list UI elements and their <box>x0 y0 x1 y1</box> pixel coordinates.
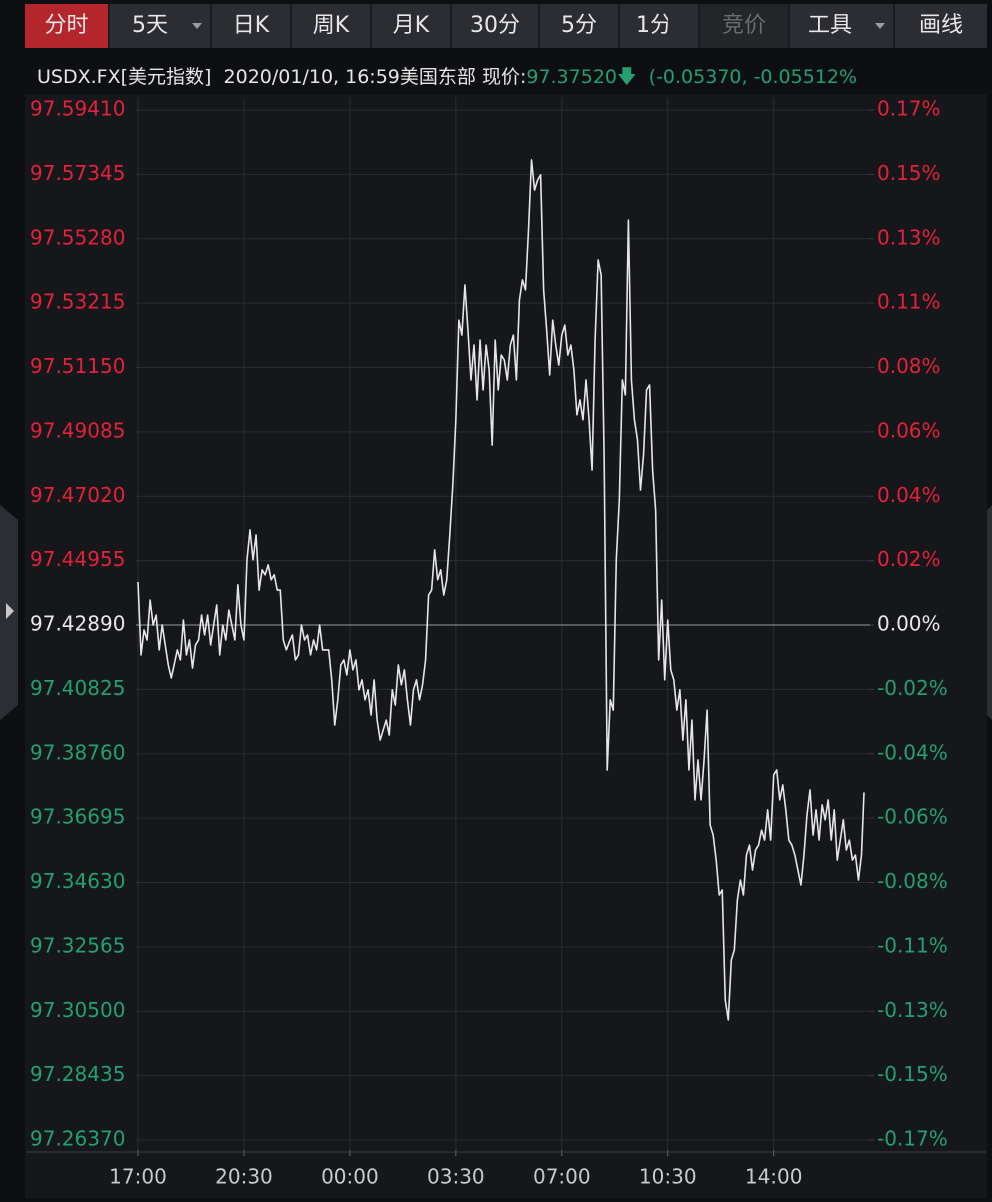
tab[interactable]: 1分 <box>620 4 700 48</box>
y2-tick-label: -0.04% <box>877 740 948 764</box>
y2-tick-label: 0.04% <box>877 483 941 507</box>
x-tick-label: 07:00 <box>533 1165 591 1189</box>
chart-panel <box>25 94 987 1198</box>
y2-tick-label: -0.02% <box>877 676 948 700</box>
tab-label: 1分 <box>636 13 668 38</box>
tab: 竞价 <box>700 4 790 48</box>
y-tick-label: 97.28435 <box>30 1062 125 1086</box>
y-tick-label: 97.36695 <box>30 805 125 829</box>
tab[interactable]: 30分 <box>452 4 540 48</box>
toolbar: 分时 5天 日K 周K 月K 30分 5分 1分 竞价 工具 画线 <box>25 4 987 48</box>
datetime: 2020/01/10, 16:59美国东部 <box>223 66 476 88</box>
y2-tick-label: -0.06% <box>877 805 948 829</box>
y-tick-label: 97.30500 <box>30 998 125 1022</box>
y-tick-label: 97.53215 <box>30 290 125 314</box>
price-label: 现价: <box>481 66 527 88</box>
change: (-0.05370, -0.05512% <box>648 66 858 88</box>
y-tick-label: 97.32565 <box>30 933 125 957</box>
y-tick-label: 97.38760 <box>30 740 125 764</box>
y-tick-label: 97.57345 <box>30 161 125 185</box>
y2-tick-label: -0.17% <box>877 1127 948 1151</box>
tab[interactable]: 月K <box>372 4 452 48</box>
y2-tick-label: -0.13% <box>877 998 948 1022</box>
y2-tick-label: -0.15% <box>877 1062 948 1086</box>
x-tick-label: 03:30 <box>427 1165 485 1189</box>
y-tick-label: 97.42890 <box>30 612 125 636</box>
y2-tick-label: 0.11% <box>877 290 941 314</box>
tab-label: 工具 <box>808 13 853 38</box>
tab[interactable]: 画线 <box>918 13 963 38</box>
x-tick-label: 20:30 <box>215 1165 273 1189</box>
tab[interactable]: 5天 <box>110 4 212 48</box>
y2-tick-label: -0.08% <box>877 869 948 893</box>
quote-line: USDX.FX[美元指数] 2020/01/10, 16:59美国东部 现价:9… <box>37 62 987 95</box>
y-tick-label: 97.51150 <box>30 354 125 378</box>
tab[interactable]: 工具 <box>790 4 895 48</box>
tab[interactable]: 日K <box>212 4 292 48</box>
y2-tick-label: 0.06% <box>877 418 941 442</box>
tab[interactable]: 5分 <box>540 4 620 48</box>
y-tick-label: 97.44955 <box>30 547 125 571</box>
price-line <box>137 159 865 1021</box>
y2-tick-label: 0.15% <box>877 161 941 185</box>
y-tick-label: 97.40825 <box>30 676 125 700</box>
y2-tick-label: 0.17% <box>877 97 941 121</box>
y-tick-label: 97.55280 <box>30 225 125 249</box>
x-tick-label: 17:00 <box>109 1165 167 1189</box>
x-tick-label: 14:00 <box>745 1165 803 1189</box>
tab[interactable]: 分时 <box>25 4 110 48</box>
price: 97.37520 <box>526 66 618 88</box>
y-tick-label: 97.34630 <box>30 869 125 893</box>
tab[interactable]: 周K <box>292 4 372 48</box>
tab-label: 5天 <box>132 13 168 38</box>
y-tick-label: 97.47020 <box>30 483 125 507</box>
y2-tick-label: 0.13% <box>877 225 941 249</box>
y-tick-label: 97.49085 <box>30 418 125 442</box>
down-arrow: 🡇 <box>617 66 637 88</box>
side-handle <box>987 505 992 720</box>
x-tick-label: 10:30 <box>639 1165 697 1189</box>
y2-tick-label: 0.08% <box>877 354 941 378</box>
y-tick-label: 97.59410 <box>30 97 125 121</box>
y2-tick-label: 0.00% <box>877 612 941 636</box>
y2-tick-label: -0.11% <box>877 933 948 957</box>
x-tick-label: 00:00 <box>321 1165 379 1189</box>
y-tick-label: 97.26370 <box>30 1127 125 1151</box>
side-arrow <box>6 603 14 619</box>
y2-tick-label: 0.02% <box>877 547 941 571</box>
symbol: USDX.FX[美元指数] <box>37 66 212 88</box>
